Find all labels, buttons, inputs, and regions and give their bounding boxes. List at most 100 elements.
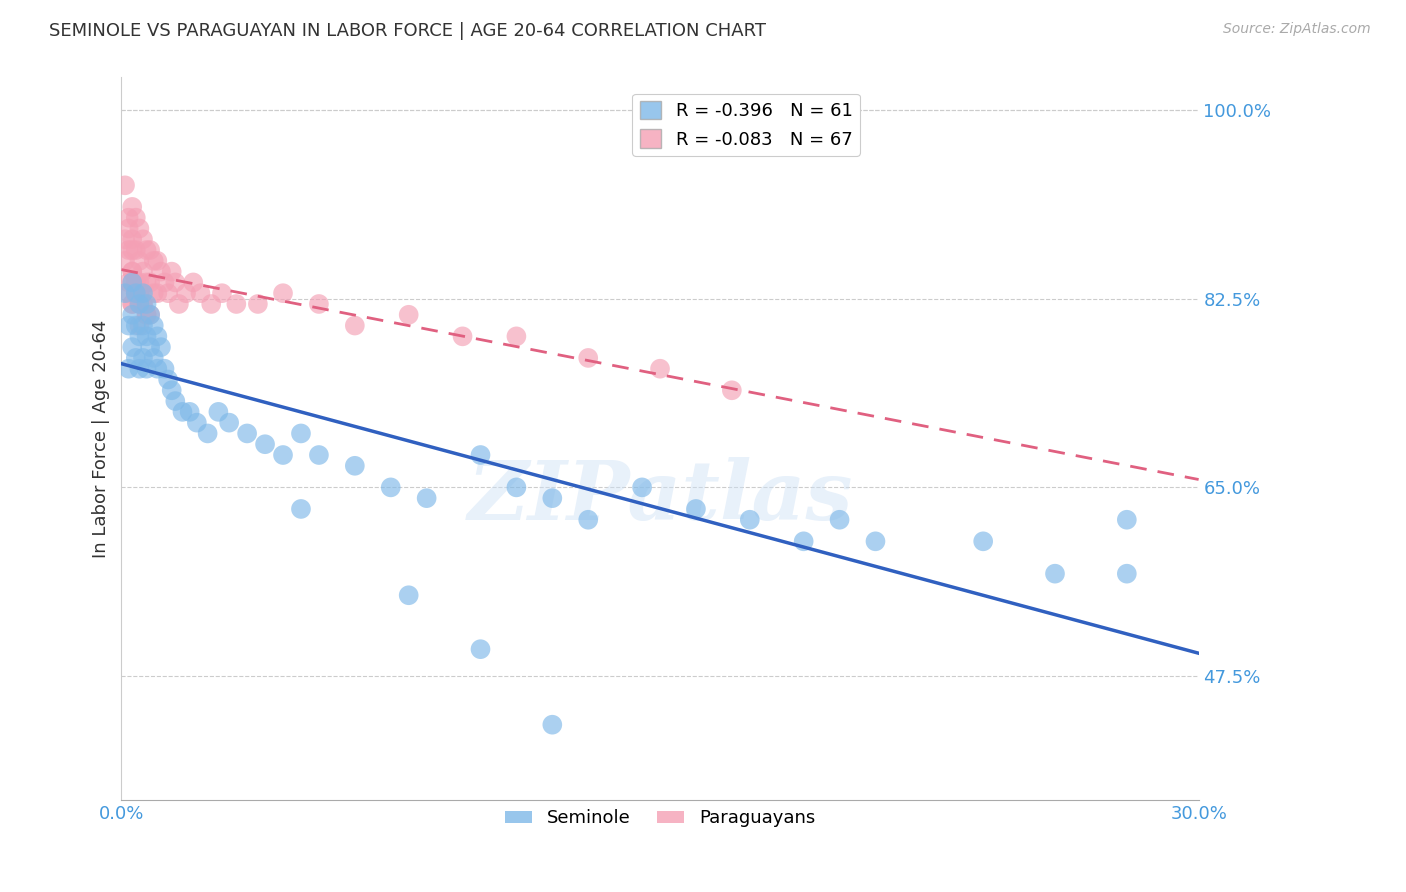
- Point: [125, 286, 148, 301]
- Point: [149, 265, 172, 279]
- Point: [117, 211, 139, 225]
- Point: [505, 480, 527, 494]
- Point: [1043, 566, 1066, 581]
- Point: [121, 340, 143, 354]
- Point: [225, 297, 247, 311]
- Point: [398, 308, 420, 322]
- Point: [135, 329, 157, 343]
- Point: [128, 286, 150, 301]
- Point: [505, 329, 527, 343]
- Point: [254, 437, 277, 451]
- Text: SEMINOLE VS PARAGUAYAN IN LABOR FORCE | AGE 20-64 CORRELATION CHART: SEMINOLE VS PARAGUAYAN IN LABOR FORCE | …: [49, 22, 766, 40]
- Point: [132, 297, 155, 311]
- Point: [172, 405, 194, 419]
- Point: [128, 276, 150, 290]
- Point: [114, 232, 136, 246]
- Point: [1115, 566, 1137, 581]
- Point: [398, 588, 420, 602]
- Point: [142, 318, 165, 333]
- Point: [541, 491, 564, 505]
- Point: [135, 361, 157, 376]
- Point: [380, 480, 402, 494]
- Point: [121, 308, 143, 322]
- Point: [121, 297, 143, 311]
- Point: [117, 318, 139, 333]
- Point: [470, 448, 492, 462]
- Point: [121, 243, 143, 257]
- Point: [828, 513, 851, 527]
- Point: [125, 286, 148, 301]
- Point: [142, 286, 165, 301]
- Point: [125, 276, 148, 290]
- Point: [125, 351, 148, 365]
- Point: [541, 717, 564, 731]
- Point: [721, 384, 744, 398]
- Point: [218, 416, 240, 430]
- Point: [142, 351, 165, 365]
- Point: [117, 276, 139, 290]
- Point: [146, 329, 169, 343]
- Point: [343, 318, 366, 333]
- Point: [146, 286, 169, 301]
- Point: [149, 340, 172, 354]
- Point: [121, 232, 143, 246]
- Point: [132, 318, 155, 333]
- Point: [135, 297, 157, 311]
- Point: [128, 286, 150, 301]
- Point: [139, 276, 162, 290]
- Point: [190, 286, 212, 301]
- Point: [139, 243, 162, 257]
- Point: [128, 253, 150, 268]
- Point: [153, 361, 176, 376]
- Legend: Seminole, Paraguayans: Seminole, Paraguayans: [498, 802, 823, 835]
- Point: [121, 276, 143, 290]
- Point: [139, 308, 162, 322]
- Point: [125, 318, 148, 333]
- Point: [125, 276, 148, 290]
- Point: [865, 534, 887, 549]
- Point: [114, 178, 136, 193]
- Point: [121, 200, 143, 214]
- Point: [236, 426, 259, 441]
- Point: [793, 534, 815, 549]
- Point: [174, 286, 197, 301]
- Point: [470, 642, 492, 657]
- Point: [114, 253, 136, 268]
- Point: [125, 286, 148, 301]
- Point: [139, 340, 162, 354]
- Point: [738, 513, 761, 527]
- Point: [200, 297, 222, 311]
- Point: [135, 308, 157, 322]
- Point: [167, 297, 190, 311]
- Point: [135, 308, 157, 322]
- Point: [165, 276, 187, 290]
- Point: [308, 297, 330, 311]
- Point: [121, 265, 143, 279]
- Point: [125, 243, 148, 257]
- Point: [290, 426, 312, 441]
- Point: [132, 286, 155, 301]
- Point: [576, 351, 599, 365]
- Point: [117, 286, 139, 301]
- Point: [246, 297, 269, 311]
- Text: ZIPatlas: ZIPatlas: [467, 457, 853, 537]
- Point: [165, 394, 187, 409]
- Point: [685, 502, 707, 516]
- Point: [648, 361, 671, 376]
- Point: [451, 329, 474, 343]
- Point: [157, 372, 180, 386]
- Point: [128, 329, 150, 343]
- Point: [121, 265, 143, 279]
- Point: [128, 318, 150, 333]
- Point: [197, 426, 219, 441]
- Point: [117, 361, 139, 376]
- Point: [207, 405, 229, 419]
- Point: [181, 276, 204, 290]
- Point: [343, 458, 366, 473]
- Point: [135, 243, 157, 257]
- Point: [160, 384, 183, 398]
- Point: [186, 416, 208, 430]
- Point: [128, 297, 150, 311]
- Point: [1115, 513, 1137, 527]
- Point: [132, 297, 155, 311]
